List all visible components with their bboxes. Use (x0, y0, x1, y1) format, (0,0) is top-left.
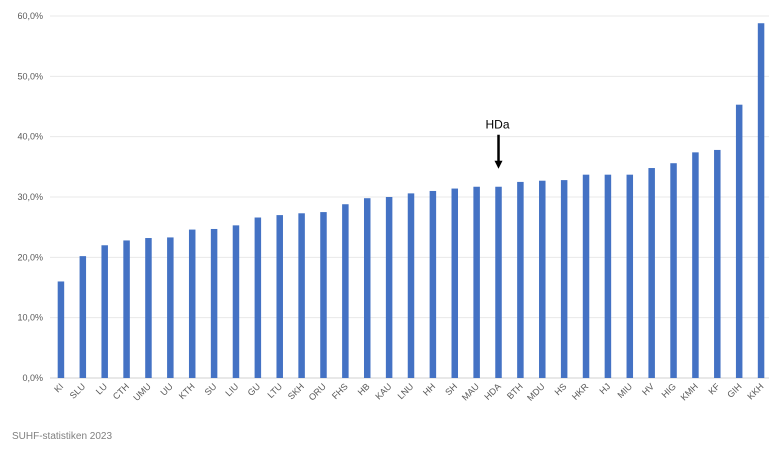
bar-mdu (539, 180, 546, 378)
x-tick-label: SU (203, 381, 219, 397)
x-tick-label: MDU (525, 381, 547, 403)
annotation-label: HDa (486, 118, 510, 132)
x-tick-label: KF (707, 381, 723, 397)
y-tick-label: 10,0% (17, 313, 43, 323)
bar-lnu (407, 193, 415, 378)
bar-hb (363, 198, 371, 378)
bar-skh (298, 213, 305, 378)
bar-oru (320, 212, 327, 378)
bar-hig (670, 163, 677, 378)
x-tick-label: HS (553, 381, 569, 397)
annotation-arrow-head (494, 160, 503, 169)
hda-annotation: HDa (486, 118, 510, 169)
bar-liu (232, 225, 240, 378)
x-tick-label: FHS (330, 381, 350, 401)
x-tick-label: HIG (660, 381, 678, 399)
bar-kkh (757, 23, 765, 379)
bar-hh (429, 190, 437, 378)
bar-fhs (342, 204, 349, 378)
x-tick-label: UU (158, 381, 174, 397)
bar-ltu (276, 215, 283, 378)
x-tick-label: MAU (460, 381, 481, 402)
x-tick-label: LU (94, 381, 109, 396)
x-tick-label: KI (52, 381, 65, 394)
x-tick-label: SKH (286, 381, 306, 401)
bar-uu (167, 237, 174, 378)
bar-su (210, 228, 218, 378)
x-tick-label: HH (421, 381, 437, 397)
bar-sh (451, 188, 459, 378)
y-tick-label: 40,0% (17, 132, 43, 142)
y-tick-label: 60,0% (17, 11, 43, 21)
x-tick-label: ORU (307, 381, 328, 402)
bar-slu (79, 256, 87, 378)
x-tick-label: UMU (131, 381, 153, 403)
bar-gih (735, 104, 743, 378)
y-tick-label: 30,0% (17, 192, 43, 202)
bar-kf (714, 149, 721, 378)
x-tick-label: HKR (570, 381, 591, 402)
bar-kth (188, 229, 196, 378)
bar-hs (560, 180, 568, 378)
bar-hj (604, 174, 612, 378)
bar-ki (57, 281, 65, 378)
x-tick-label: MIU (615, 381, 634, 400)
x-tick-label: HJ (597, 381, 612, 396)
x-tick-label: LNU (396, 381, 416, 401)
x-tick-label: KMH (679, 381, 700, 402)
bar-gu (254, 217, 262, 378)
y-tick-label: 20,0% (17, 252, 43, 262)
x-tick-label: CTH (111, 381, 131, 401)
bars (57, 23, 765, 379)
bar-hkr (582, 174, 590, 378)
bar-hv (648, 168, 655, 378)
x-tick-label: GIH (725, 381, 743, 399)
x-tick-label: BTH (505, 381, 525, 401)
y-tick-label: 0,0% (22, 373, 43, 383)
y-axis-tick-labels: 0,0% 10,0% 20,0% 30,0% 40,0% 50,0% 60,0% (17, 11, 43, 383)
bar-kmh (692, 152, 699, 378)
x-tick-label: KTH (177, 381, 197, 401)
bar-miu (626, 174, 634, 378)
bar-cth (123, 240, 130, 378)
x-tick-label: KAU (373, 381, 393, 401)
bar-kau (385, 197, 393, 378)
x-tick-label: SH (443, 381, 459, 397)
x-tick-label: LIU (223, 381, 240, 398)
bar-umu (145, 238, 152, 378)
x-tick-label: HV (640, 381, 656, 397)
bar-bth (517, 181, 524, 378)
x-tick-label: SLU (68, 381, 87, 400)
bar-mau (473, 186, 480, 378)
source-note: SUHF-statistiken 2023 (12, 431, 113, 442)
x-tick-label: HB (356, 381, 372, 397)
x-tick-label: LTU (266, 381, 285, 400)
x-tick-label: HDA (482, 381, 503, 402)
bar-lu (101, 245, 108, 378)
x-tick-label: GU (246, 381, 263, 398)
x-tick-label: KKH (745, 381, 765, 401)
y-tick-label: 50,0% (17, 71, 43, 81)
bar-hda (495, 186, 502, 378)
x-axis-category-labels: KI SLU LU CTH UMU UU KTH SU LIU GU LTU SKH ORU FHS HB K… (52, 381, 765, 403)
